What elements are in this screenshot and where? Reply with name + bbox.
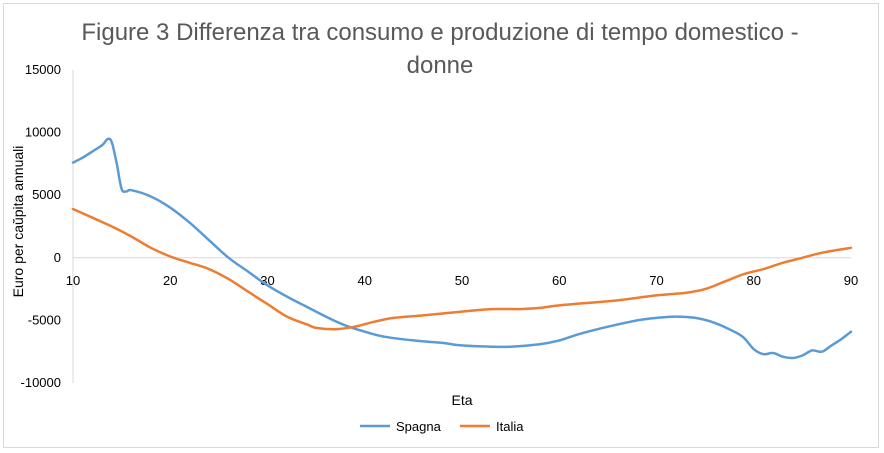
- y-tick-label: -5000: [28, 312, 61, 327]
- legend-label: Spagna: [396, 419, 442, 434]
- x-tick-label: 40: [358, 273, 372, 288]
- x-axis-title: Eta: [451, 392, 472, 408]
- x-axis-ticks: 10 20 30 40 50 60 70 80 90: [66, 273, 858, 288]
- x-tick-label: 60: [552, 273, 566, 288]
- y-tick-label: 15000: [25, 62, 61, 77]
- y-axis-title: Euro per caŭpita annuali: [10, 146, 26, 298]
- legend-item-italia: Italia: [460, 419, 524, 434]
- x-tick-label: 80: [747, 273, 761, 288]
- x-tick-label: 10: [66, 273, 80, 288]
- chart-frame: [3, 3, 879, 448]
- y-tick-label: 10000: [25, 125, 61, 140]
- x-tick-label: 20: [163, 273, 177, 288]
- chart-title: Figure 3 Differenza tra consumo e produz…: [60, 16, 820, 82]
- series-group: [71, 137, 853, 360]
- x-tick-label: 90: [844, 273, 858, 288]
- x-tick-label: 50: [455, 273, 469, 288]
- chart-title-line-2: donne: [406, 52, 474, 79]
- legend: Spagna Italia: [360, 419, 524, 434]
- y-axis-ticks: 15000 10000 5000 0 -5000 -10000: [21, 62, 61, 390]
- legend-label: Italia: [496, 419, 524, 434]
- chart-title-line-1: Figure 3 Differenza tra consumo e produz…: [81, 19, 799, 46]
- x-tick-label: 70: [649, 273, 663, 288]
- series-line-italia: [71, 207, 853, 331]
- y-tick-label: 0: [54, 250, 61, 265]
- y-tick-label: 5000: [32, 187, 61, 202]
- y-tick-label: -10000: [21, 375, 61, 390]
- legend-item-spagna: Spagna: [360, 419, 442, 434]
- series-line-spagna: [71, 137, 853, 360]
